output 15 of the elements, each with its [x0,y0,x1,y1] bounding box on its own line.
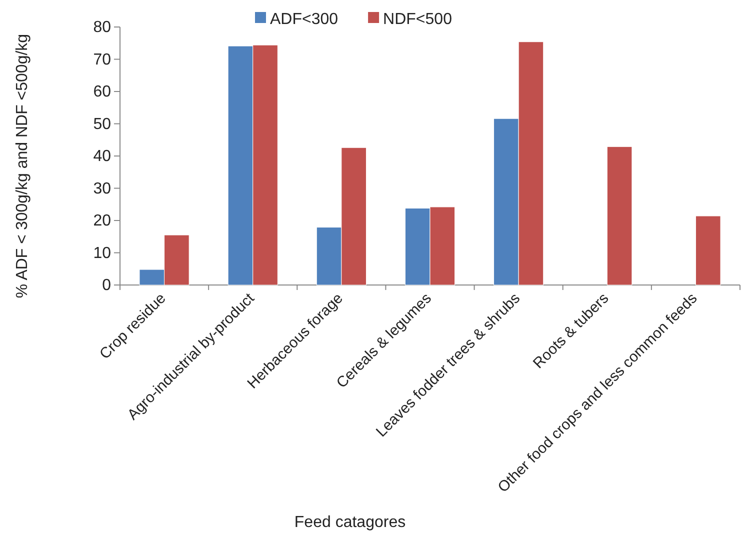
y-axis-title: % ADF < 300g/kg and NDF <500g/kg [14,34,31,298]
bar [606,146,632,286]
legend-label: ADF<300 [270,11,338,28]
y-tick-label: 30 [93,180,112,198]
legend-label: NDF<500 [383,11,452,28]
y-tick-label: 20 [93,212,112,230]
y-tick-label: 0 [102,277,112,294]
y-tick-label: 60 [93,84,112,101]
y-tick-label: 10 [93,244,112,262]
y-tick-label: 70 [93,51,112,68]
x-axis-title: Feed catagores [294,514,406,531]
bar [695,216,721,286]
y-tick-label: 80 [93,19,112,36]
y-tick-label: 50 [93,116,112,133]
y-tick-label: 40 [93,148,112,166]
